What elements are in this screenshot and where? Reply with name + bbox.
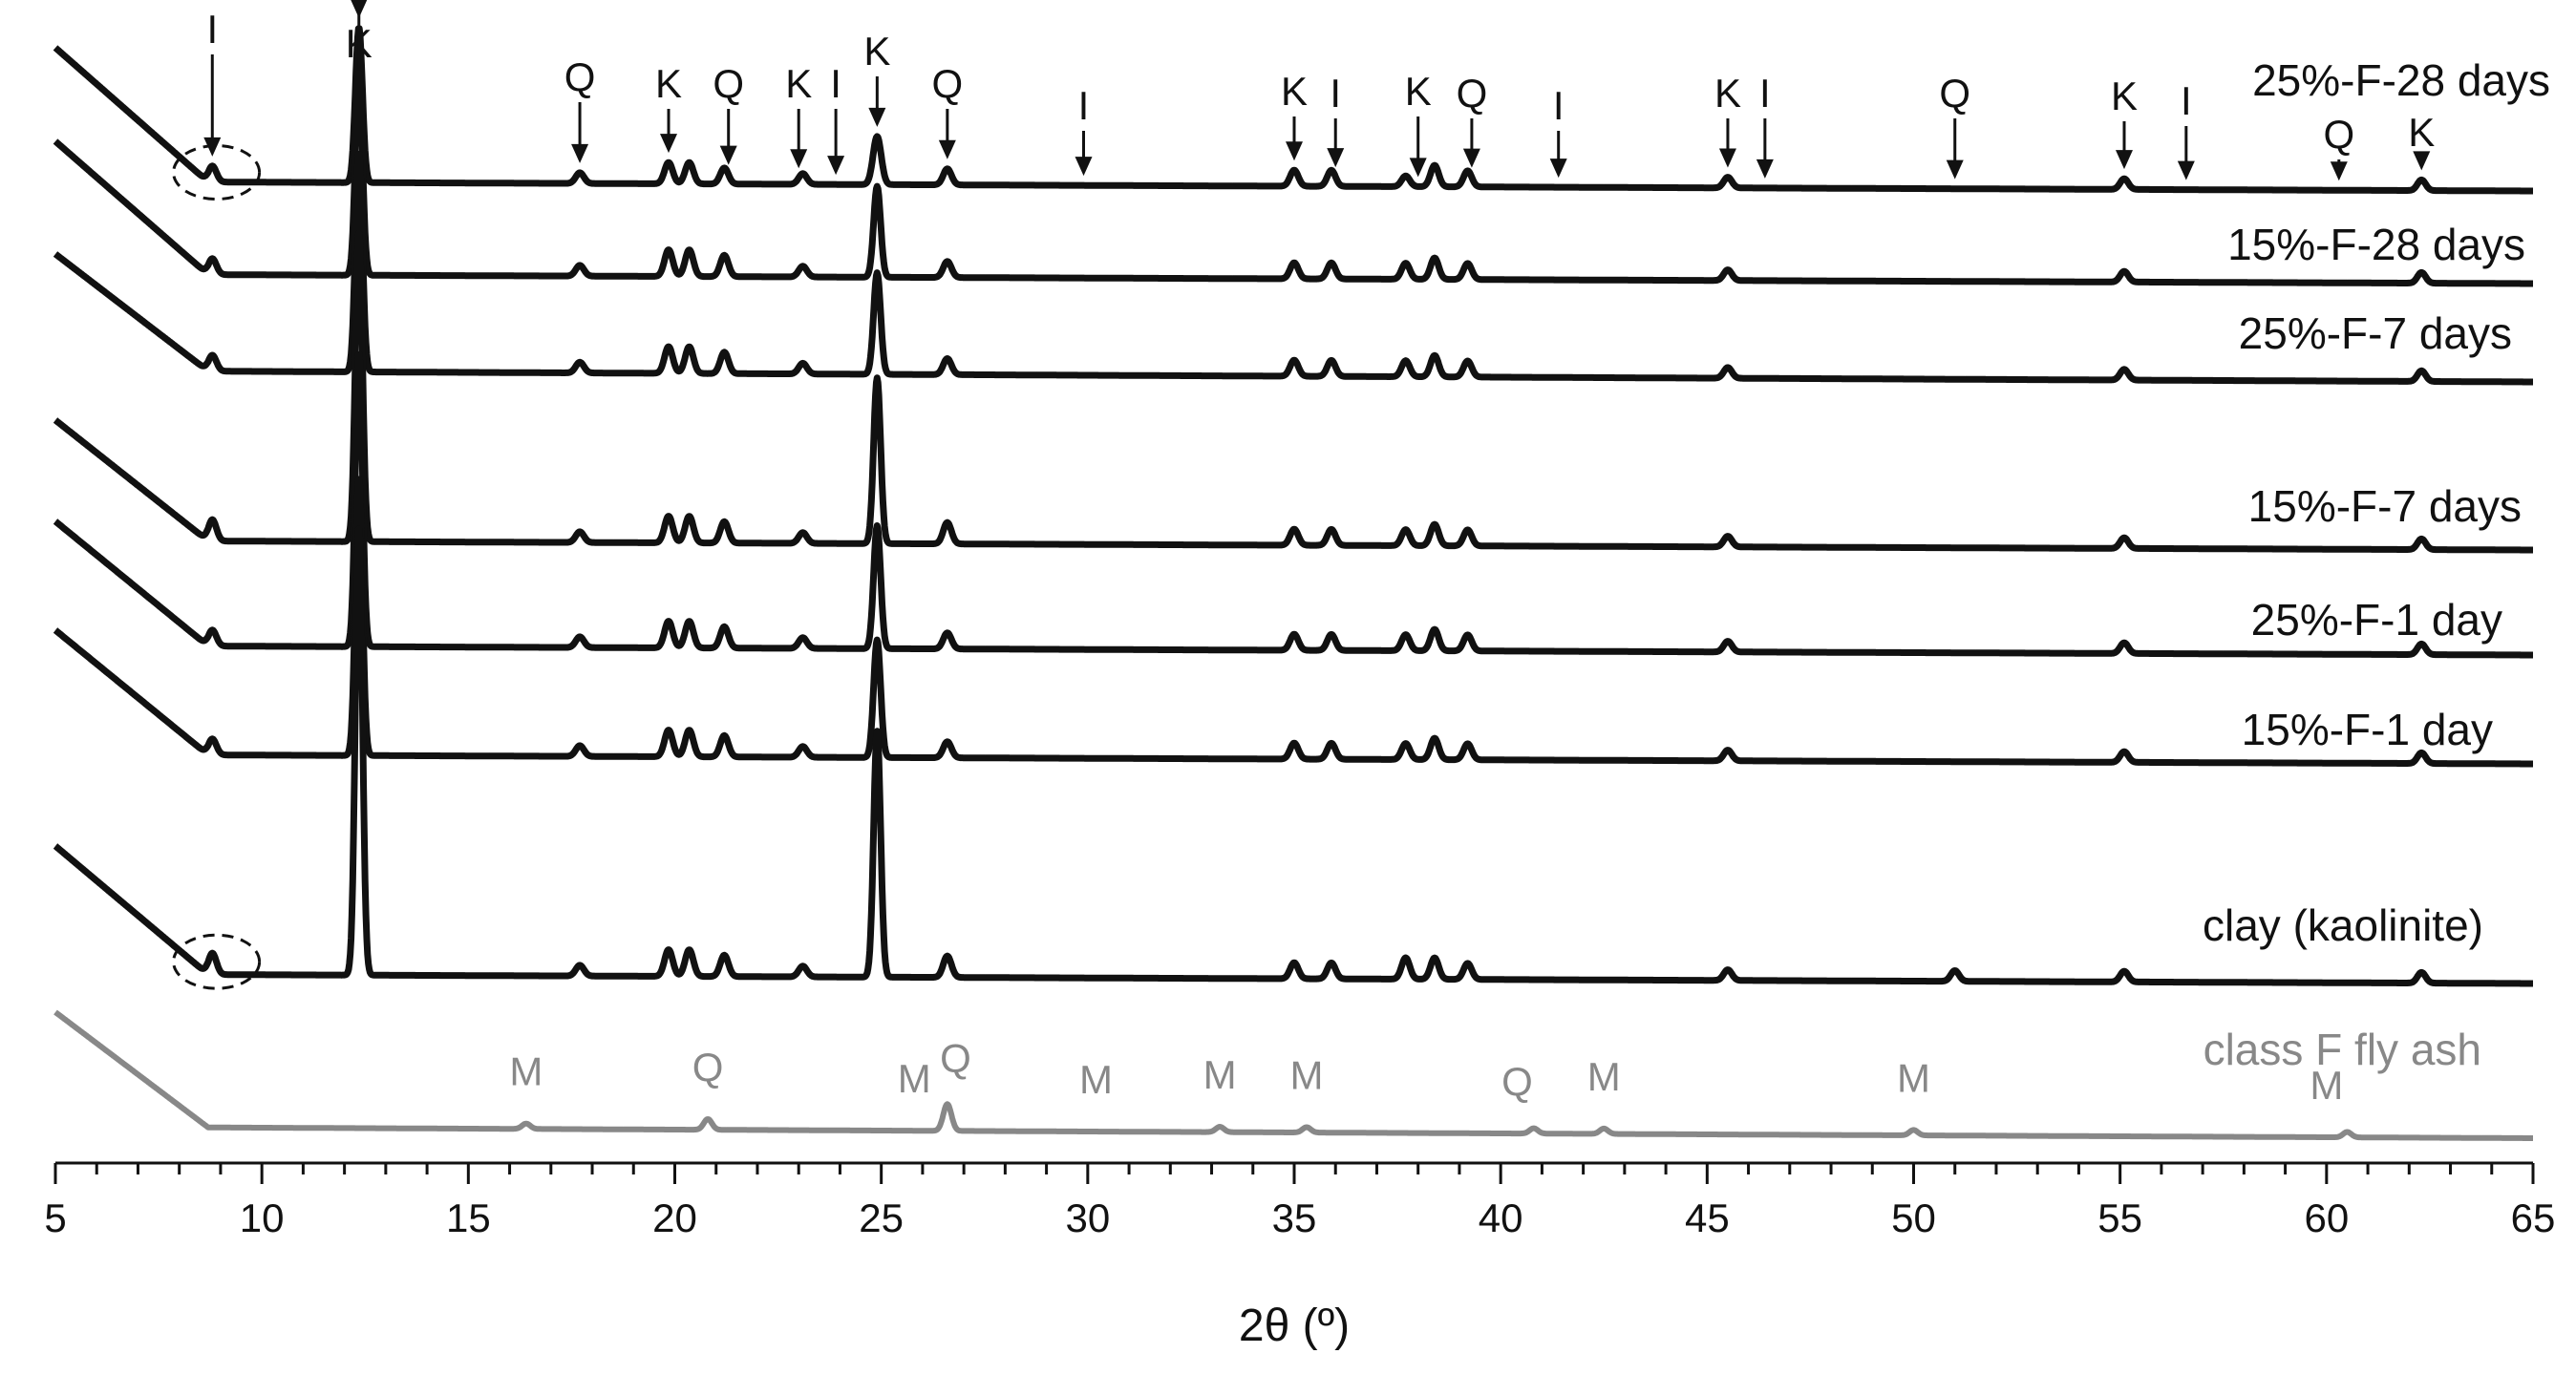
series-label-6: 15%-F-1 day bbox=[2242, 705, 2493, 754]
series-label-2: 15%-F-28 days bbox=[2227, 220, 2525, 269]
peak-label-3: Q bbox=[564, 54, 596, 99]
peak-annotations: I KQ K Q K IKQ I K I K Q I K I Q K IQ KM Q M Q M M M Q M M M bbox=[203, 0, 2435, 1108]
peak-label-12: I bbox=[1330, 71, 1341, 116]
peak-arrow-head-18 bbox=[1946, 159, 1964, 180]
series-line-5 bbox=[53, 350, 2536, 659]
x-tick-label-5: 25 bbox=[859, 1195, 904, 1240]
peak-label-1: I bbox=[206, 7, 218, 52]
peak-label-6: K bbox=[785, 61, 812, 106]
x-tick-label-3: 15 bbox=[446, 1195, 491, 1240]
peak-label-20: I bbox=[2181, 78, 2192, 123]
peak-arrow-head-3 bbox=[571, 143, 589, 163]
peak-label-5: Q bbox=[713, 61, 744, 106]
peak-arrow-head-14 bbox=[1462, 148, 1480, 168]
series-line-1 bbox=[53, 25, 2536, 195]
peak-arrow-head-2 bbox=[351, 0, 368, 18]
peak-label-31: M bbox=[1587, 1054, 1621, 1099]
x-tick-label-7: 35 bbox=[1272, 1195, 1317, 1240]
peak-arrow-head-10 bbox=[1075, 157, 1093, 177]
peak-label-10: I bbox=[1078, 83, 1090, 128]
peak-label-11: K bbox=[1281, 69, 1308, 114]
series-label-8: class F fly ash bbox=[2203, 1025, 2481, 1074]
peak-label-7: I bbox=[830, 61, 841, 106]
x-tick-label-1: 5 bbox=[44, 1195, 66, 1240]
peak-label-28: M bbox=[1203, 1052, 1237, 1097]
peak-arrow-head-5 bbox=[719, 145, 737, 165]
peak-label-16: K bbox=[1714, 71, 1741, 116]
peak-arrow-head-20 bbox=[2177, 160, 2195, 180]
peak-arrow-head-16 bbox=[1718, 148, 1736, 168]
x-tick-label-8: 40 bbox=[1479, 1195, 1523, 1240]
peak-arrow-head-7 bbox=[827, 156, 845, 176]
peak-label-8: K bbox=[863, 29, 890, 74]
series-label-5: 25%-F-1 day bbox=[2251, 595, 2502, 645]
x-tick-label-4: 20 bbox=[652, 1195, 697, 1240]
series-label-3: 25%-F-7 days bbox=[2239, 308, 2512, 358]
peak-label-13: K bbox=[1405, 69, 1432, 114]
peak-label-23: M bbox=[509, 1049, 543, 1094]
x-axis: 5 10 15 20 25 30 35 40 45 50 55 60 65 2θ (º) bbox=[44, 1161, 2555, 1351]
peak-label-21: Q bbox=[2323, 112, 2354, 157]
peak-label-4: K bbox=[655, 61, 682, 106]
peak-arrow-head-9 bbox=[938, 139, 956, 159]
x-tick-label-6: 30 bbox=[1065, 1195, 1110, 1240]
series-label-1: 25%-F-28 days bbox=[2252, 55, 2550, 105]
series-label-4: 15%-F-7 days bbox=[2248, 481, 2522, 531]
highlight-ellipse-1 bbox=[172, 144, 262, 201]
x-axis-ticks: 5 10 15 20 25 30 35 40 45 50 55 60 65 bbox=[44, 1163, 2555, 1240]
peak-label-30: Q bbox=[1501, 1059, 1533, 1104]
peak-arrow-head-12 bbox=[1327, 148, 1345, 168]
peak-arrow-head-17 bbox=[1756, 159, 1774, 179]
peak-arrow-head-13 bbox=[1409, 158, 1427, 178]
series-line-6 bbox=[53, 476, 2536, 768]
peak-label-18: Q bbox=[1939, 71, 1970, 116]
x-tick-label-11: 55 bbox=[2097, 1195, 2142, 1240]
series-line-2 bbox=[53, 70, 2536, 287]
peak-arrow-head-8 bbox=[868, 107, 886, 127]
highlight-ellipse-2 bbox=[172, 933, 262, 990]
peak-label-24: Q bbox=[692, 1045, 724, 1089]
peak-label-32: M bbox=[1897, 1055, 1930, 1100]
peak-label-33: M bbox=[2310, 1063, 2343, 1108]
peak-label-27: M bbox=[1079, 1057, 1113, 1102]
series-labels: 25%-F-28 days 15%-F-28 days 25%-F-7 days 15… bbox=[2203, 55, 2550, 1074]
x-axis-title: 2θ (º) bbox=[1239, 1301, 1350, 1351]
peak-label-25: M bbox=[898, 1056, 931, 1101]
x-tick-label-13: 65 bbox=[2511, 1195, 2556, 1240]
xrd-traces bbox=[53, 25, 2536, 1141]
highlight-regions bbox=[172, 144, 262, 990]
peak-arrow-head-6 bbox=[790, 149, 808, 169]
peak-label-15: I bbox=[1553, 83, 1565, 128]
series-line-4 bbox=[53, 230, 2536, 554]
peak-arrow-head-22 bbox=[2413, 151, 2431, 171]
x-tick-label-2: 10 bbox=[240, 1195, 285, 1240]
peak-arrow-head-4 bbox=[660, 134, 678, 154]
x-tick-label-12: 60 bbox=[2304, 1195, 2349, 1240]
series-line-3 bbox=[53, 151, 2536, 386]
series-label-7: clay (kaolinite) bbox=[2203, 900, 2483, 950]
peak-label-17: I bbox=[1759, 71, 1771, 116]
series-line-8 bbox=[53, 1009, 2536, 1141]
x-tick-label-10: 50 bbox=[1891, 1195, 1936, 1240]
series-line-7 bbox=[53, 525, 2536, 987]
peak-label-29: M bbox=[1289, 1052, 1323, 1097]
peak-label-22: K bbox=[2408, 110, 2435, 155]
x-tick-label-9: 45 bbox=[1685, 1195, 1730, 1240]
peak-label-19: K bbox=[2111, 74, 2138, 118]
peak-label-14: Q bbox=[1457, 71, 1488, 116]
peak-arrow-head-15 bbox=[1549, 159, 1567, 179]
peak-label-26: Q bbox=[940, 1036, 971, 1081]
peak-label-9: Q bbox=[932, 61, 964, 106]
peak-arrow-head-19 bbox=[2115, 150, 2133, 170]
peak-arrow-head-21 bbox=[2330, 161, 2348, 181]
peak-arrow-head-11 bbox=[1286, 141, 1303, 161]
